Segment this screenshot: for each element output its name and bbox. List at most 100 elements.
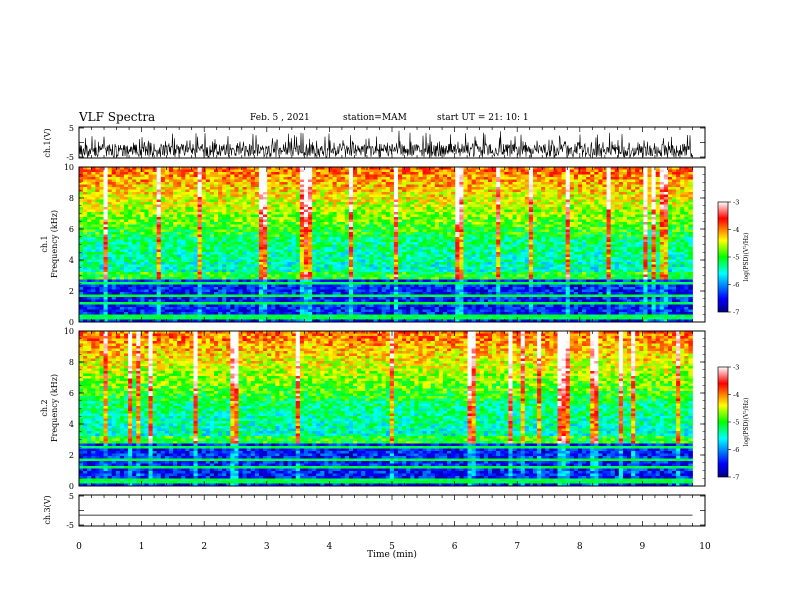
spectrogram-cell — [234, 210, 238, 213]
spectrogram-cell — [87, 242, 91, 245]
spectrogram-cell — [656, 187, 660, 190]
spectrogram-cell — [169, 180, 173, 183]
spectrogram-cell — [157, 215, 161, 218]
spectrogram-cell — [136, 185, 140, 188]
spectrogram-cell — [688, 197, 692, 200]
spectrogram-cell — [418, 190, 422, 193]
spectrogram-cell — [165, 225, 169, 228]
spectrogram-cell — [87, 175, 91, 178]
spectrogram-cell — [623, 202, 627, 205]
spectrogram-cell — [423, 185, 427, 188]
spectrogram-cell — [239, 195, 243, 198]
spectrogram-cell — [463, 185, 467, 188]
spectrogram-cell — [455, 205, 459, 208]
spectrogram-cell — [627, 172, 631, 175]
spectrogram-cell — [414, 190, 418, 193]
spectrogram-cell — [635, 230, 639, 233]
spectrogram-cell — [140, 195, 144, 198]
spectrogram-cell — [488, 245, 492, 248]
spectrogram-cell — [251, 247, 255, 250]
spectrogram-cell — [279, 195, 283, 198]
spectrogram-cell — [230, 237, 234, 240]
spectrogram-cell — [345, 205, 349, 208]
spectrogram-cell — [508, 232, 512, 235]
spectrogram-cell — [533, 225, 537, 228]
spectrogram-cell — [210, 177, 214, 180]
spectrogram-cell — [578, 192, 582, 195]
spectrogram-cell — [570, 177, 574, 180]
spectrogram-cell — [361, 230, 365, 233]
spectrogram-cell — [222, 187, 226, 190]
spectrogram-cell — [504, 222, 508, 225]
spectrogram-cell — [631, 195, 635, 198]
spectrogram-cell — [447, 172, 451, 175]
spectrogram-cell — [598, 175, 602, 178]
spectrogram-cell — [132, 215, 136, 218]
spectrogram-cell — [255, 187, 259, 190]
spectrogram-cell — [521, 170, 525, 173]
spectrogram-cell — [365, 222, 369, 225]
spectrogram-cell — [214, 225, 218, 228]
spectrogram-cell — [304, 175, 308, 178]
spectrogram-cell — [476, 235, 480, 238]
spectrogram-cell — [680, 182, 684, 185]
spectrogram-cell — [357, 175, 361, 178]
spectrogram-cell — [398, 205, 402, 208]
spectrogram-cell — [345, 210, 349, 213]
spectrogram-cell — [480, 210, 484, 213]
spectrogram-cell — [496, 195, 500, 198]
spectrogram-cell — [153, 207, 157, 210]
spectrogram-cell — [643, 190, 647, 193]
spectrogram-cell — [116, 180, 120, 183]
spectrogram-cell — [218, 175, 222, 178]
spectrogram-cell — [508, 170, 512, 173]
spectrogram-cell — [333, 192, 337, 195]
spectrogram-cell — [386, 177, 390, 180]
spectrogram-cell — [594, 177, 598, 180]
spectrogram-cell — [120, 202, 124, 205]
spectrogram-cell — [451, 197, 455, 200]
spectrogram-cell — [472, 192, 476, 195]
spectrogram-cell — [239, 175, 243, 178]
spectrogram-cell — [533, 222, 537, 225]
spectrogram-cell — [480, 185, 484, 188]
spectrogram-cell — [684, 235, 688, 238]
spectrogram-cell — [202, 172, 206, 175]
spectrogram-cell — [521, 220, 525, 223]
spectrogram-cell — [267, 232, 271, 235]
spectrogram-cell — [292, 227, 296, 230]
spectrogram-cell — [345, 170, 349, 173]
spectrogram-cell — [386, 232, 390, 235]
spectrogram-cell — [132, 220, 136, 223]
spectrogram-cell — [361, 207, 365, 210]
spectrogram-cell — [513, 180, 517, 183]
spectrogram-cell — [394, 205, 398, 208]
spectrogram-cell — [87, 172, 91, 175]
spectrogram-cell — [476, 202, 480, 205]
spectrogram-cell — [382, 222, 386, 225]
spectrogram-cell — [406, 200, 410, 203]
spectrogram-cell — [181, 200, 185, 203]
spectrogram-cell — [198, 187, 202, 190]
spectrogram-cell — [361, 185, 365, 188]
spectrogram-cell — [324, 195, 328, 198]
spectrogram-cell — [398, 220, 402, 223]
spectrogram-cell — [99, 207, 103, 210]
spectrogram-cell — [468, 205, 472, 208]
spectrogram-cell — [590, 185, 594, 188]
spectrogram-cell — [177, 210, 181, 213]
spectrogram-cell — [427, 207, 431, 210]
spectrogram-cell — [513, 177, 517, 180]
spectrogram-cell — [95, 212, 99, 215]
spectrogram-cell — [619, 170, 623, 173]
spectrogram-cell — [586, 237, 590, 240]
spectrogram-cell — [79, 195, 83, 198]
spectrogram-cell — [488, 180, 492, 183]
spectrogram-cell — [341, 195, 345, 198]
spectrogram-cell — [275, 222, 279, 225]
spectrogram-cell — [668, 212, 672, 215]
spectrogram-cell — [594, 172, 598, 175]
spectrogram-cell — [165, 182, 169, 185]
spectrogram-cell — [586, 217, 590, 220]
spectrogram-cell — [226, 177, 230, 180]
